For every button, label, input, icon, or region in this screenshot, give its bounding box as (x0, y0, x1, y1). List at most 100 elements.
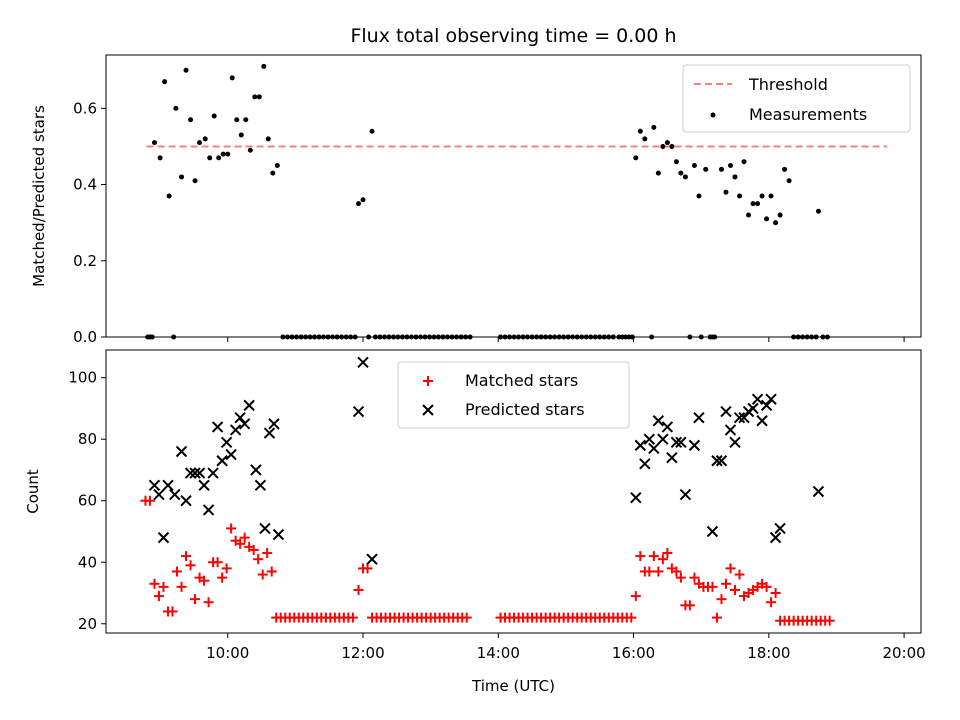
top-legend: Threshold Measurements (682, 64, 911, 133)
bottom-y-axis-label: Count (24, 469, 42, 514)
measurement-point (265, 136, 271, 142)
predicted-star-point (352, 405, 365, 418)
predicted-star-point (272, 528, 285, 541)
legend-measurements-swatch (710, 112, 716, 118)
x-tick-label: 16:00 (612, 644, 655, 662)
matched-star-point (635, 551, 646, 562)
top-legend-box (682, 64, 911, 133)
top-panel: Flux total observing time = 0.00 h Match… (30, 25, 922, 346)
measurement-point (741, 159, 747, 165)
bottom-legend-box (397, 361, 630, 429)
measurement-point (732, 174, 738, 180)
predicted-star-point (254, 479, 267, 492)
measurement-point (261, 63, 267, 69)
measurement-point (718, 166, 724, 172)
predicted-star-point (207, 467, 219, 479)
predicted-star-point (234, 411, 246, 424)
predicted-star-point (756, 415, 768, 427)
matched-star-point (262, 548, 273, 559)
legend-matched-swatch (423, 376, 433, 386)
measurement-point (247, 147, 253, 153)
matched-star-point (181, 551, 192, 562)
measurement-point (637, 128, 643, 134)
matched-star-point (235, 538, 246, 549)
measurement-point (356, 201, 362, 207)
matched-star-point (221, 563, 232, 574)
matched-star-point (158, 581, 169, 592)
matched-star-point (707, 581, 718, 592)
matched-star-point (725, 563, 736, 574)
measurement-point (773, 220, 779, 226)
matched-star-point (248, 544, 259, 555)
measurement-point (229, 75, 235, 81)
matched-star-point (239, 532, 250, 543)
measurement-point (727, 163, 733, 169)
bottom-axes-frame (105, 349, 922, 634)
predicted-star-point (193, 467, 206, 479)
bottom-y-tick-label: 100 (68, 369, 97, 387)
matched-star-point (671, 566, 682, 577)
predicted-star-point (268, 418, 280, 430)
matched-star-point (266, 566, 277, 577)
measurement-point (651, 124, 657, 130)
predicted-star-point (760, 399, 773, 412)
matched-star-point (648, 551, 659, 562)
predicted-star-point (169, 488, 181, 501)
matched-star-point (734, 569, 745, 580)
measurement-point (682, 174, 688, 180)
measurement-point (238, 132, 244, 138)
matched-star-point (675, 572, 686, 583)
measurement-point (664, 140, 670, 146)
measurement-point (188, 117, 194, 123)
legend-predicted-swatch (422, 404, 434, 416)
matched-star-point (149, 578, 160, 589)
x-tick-label: 10:00 (206, 644, 249, 662)
predicted-star-point (670, 436, 683, 448)
predicted-star-point (250, 464, 262, 476)
predicted-star-point (724, 424, 737, 436)
predicted-star-point (774, 522, 786, 535)
measurement-point (252, 94, 258, 100)
measurement-point (151, 140, 157, 146)
matched-star-point (689, 572, 700, 583)
measurement-point (642, 136, 648, 142)
predicted-star-point (211, 421, 224, 433)
matched-star-point (761, 581, 772, 592)
predicted-star-point (157, 531, 170, 544)
predicted-star-point (184, 467, 197, 479)
predicted-star-point (198, 479, 210, 492)
predicted-star-point (738, 411, 750, 424)
matched-star-point (824, 615, 835, 626)
matched-star-point (684, 600, 695, 611)
measurement-point (759, 193, 765, 199)
predicted-star-point (679, 488, 692, 501)
matched-star-point (711, 612, 722, 623)
matched-star-point (720, 578, 731, 589)
predicted-star-point (643, 433, 656, 445)
measurement-point (755, 201, 761, 207)
predicted-star-point (243, 399, 255, 412)
measurement-point (256, 94, 262, 100)
matched-star-point (144, 495, 155, 506)
measurement-point (786, 178, 792, 184)
measurement-point (192, 178, 198, 184)
measurement-point (360, 197, 366, 203)
matched-star-point (176, 581, 187, 592)
measurement-point (691, 163, 697, 169)
x-tick-label: 12:00 (341, 644, 384, 662)
matched-star-point (362, 563, 373, 574)
matched-star-point (657, 554, 668, 565)
top-y-tick-label: 0.2 (73, 252, 97, 270)
top-y-tick-label: 0.0 (73, 328, 97, 346)
predicted-star-point (639, 458, 651, 470)
matched-star-point (730, 584, 741, 595)
predicted-star-point (648, 442, 660, 455)
predicted-star-point (180, 495, 192, 507)
measurement-point (166, 193, 172, 199)
predicted-star-point (225, 448, 237, 461)
predicted-star-point (263, 427, 276, 439)
measurement-point (678, 170, 684, 176)
predicted-star-point (688, 439, 701, 452)
matched-star-point (770, 588, 781, 599)
predicted-star-point (747, 402, 759, 415)
